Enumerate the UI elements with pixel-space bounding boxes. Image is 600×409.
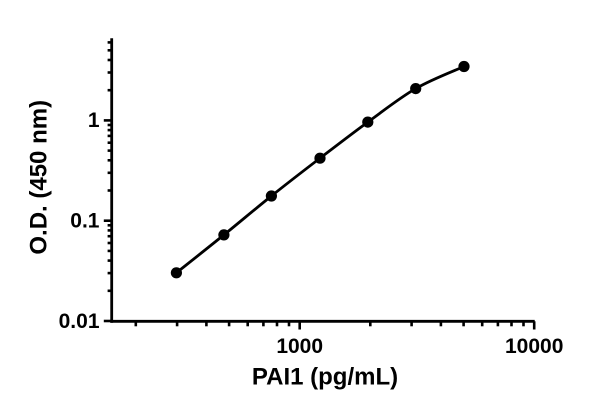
svg-text:0.01: 0.01 <box>59 310 100 333</box>
svg-text:1000: 1000 <box>276 335 323 358</box>
svg-text:10000: 10000 <box>505 335 563 358</box>
svg-text:1: 1 <box>88 109 100 132</box>
svg-text:O.D. (450 nm): O.D. (450 nm) <box>26 100 53 255</box>
svg-text:0.1: 0.1 <box>70 210 100 233</box>
svg-text:PAI1 (pg/mL): PAI1 (pg/mL) <box>252 364 398 391</box>
